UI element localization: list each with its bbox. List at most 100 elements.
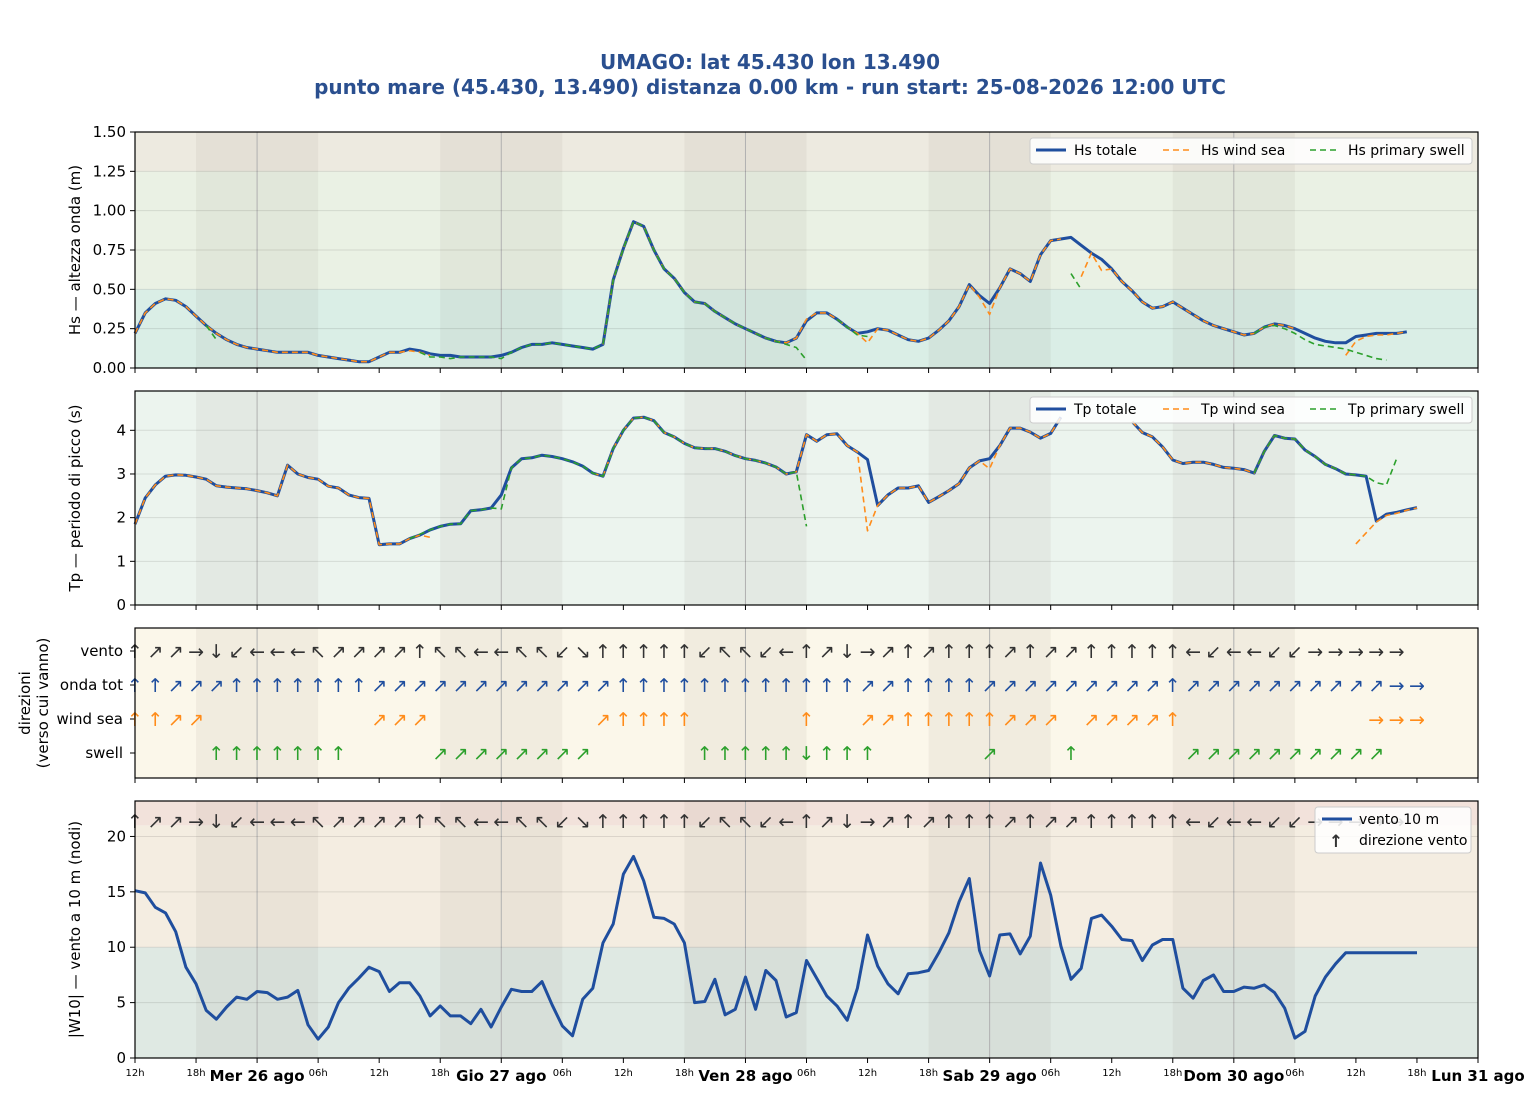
direction-arrow: ↗	[147, 641, 163, 663]
wind-direction-arrow: ↑	[412, 811, 428, 833]
x-hour-label: 12h	[125, 1068, 144, 1079]
direction-arrow: ↗	[412, 675, 428, 697]
wind-direction-arrow: ↑	[1124, 811, 1140, 833]
direction-arrow: →	[188, 641, 204, 663]
direction-arrow: ↑	[208, 743, 224, 765]
x-day-label: Sab 29 ago	[943, 1067, 1037, 1085]
direction-arrow: ↗	[331, 641, 347, 663]
direction-arrow: ↗	[1083, 675, 1099, 697]
direction-arrow: ↗	[880, 709, 896, 731]
wind-direction-arrow: ↑	[1104, 811, 1120, 833]
direction-arrow: ↑	[921, 675, 937, 697]
direction-arrow: ↑	[310, 743, 326, 765]
direction-arrow: ↑	[961, 641, 977, 663]
direction-arrow: ↗	[1206, 675, 1222, 697]
direction-arrow: ↗	[595, 709, 611, 731]
direction-arrow: →	[1328, 641, 1344, 663]
direction-arrow: ↑	[1165, 675, 1181, 697]
direction-arrow: ↑	[1165, 641, 1181, 663]
y-tick-label: 20	[107, 827, 126, 845]
direction-arrow: ↑	[331, 743, 347, 765]
direction-arrow: ↗	[880, 641, 896, 663]
direction-arrow: ↗	[1246, 675, 1262, 697]
direction-arrow: ↑	[900, 641, 916, 663]
series-line-3	[205, 220, 1387, 361]
y-tick-label: 0.00	[93, 359, 126, 377]
y-tick-label: 1.00	[93, 202, 126, 220]
direction-arrow: ↗	[575, 743, 591, 765]
wind-direction-arrow: ↓	[839, 811, 855, 833]
y-tick-label: 15	[107, 883, 126, 901]
direction-arrow: ↑	[331, 675, 347, 697]
wind-direction-arrow: ↗	[819, 811, 835, 833]
direction-arrow: ↑	[1063, 743, 1079, 765]
direction-arrow: ↑	[636, 709, 652, 731]
direction-arrow: ↗	[473, 743, 489, 765]
wind-direction-arrow: ↑	[1165, 811, 1181, 833]
direction-arrow: ↑	[615, 709, 631, 731]
y-tick-label: 4	[116, 421, 126, 439]
direction-arrow: ↖	[310, 641, 326, 663]
direction-arrow: ↑	[778, 743, 794, 765]
wind-direction-arrow: ↑	[961, 811, 977, 833]
wind-direction-arrow: ↖	[514, 811, 530, 833]
wind-direction-arrow: ←	[1226, 811, 1242, 833]
wind-direction-arrow: ↓	[208, 811, 224, 833]
legend-label: Tp wind sea	[1200, 402, 1285, 418]
direction-arrow: ↗	[1083, 709, 1099, 731]
direction-arrow: ↗	[453, 675, 469, 697]
direction-arrow: ↑	[249, 675, 265, 697]
direction-arrow: ↑	[1165, 709, 1181, 731]
wind-direction-arrow: ↑	[1022, 811, 1038, 833]
direction-arrow: ↗	[880, 675, 896, 697]
x-hour-label: 06h	[553, 1068, 572, 1079]
direction-arrow: ↑	[717, 743, 733, 765]
direction-arrow: ↑	[961, 675, 977, 697]
x-hour-label: 18h	[1407, 1068, 1426, 1079]
direction-arrow: ↑	[229, 675, 245, 697]
direction-arrow: ↗	[371, 709, 387, 731]
direction-arrow: ↑	[615, 641, 631, 663]
y-tick-label: 5	[116, 994, 126, 1012]
x-hour-label: 12h	[1102, 1068, 1121, 1079]
direction-arrow: ↗	[1185, 743, 1201, 765]
direction-arrow: ↗	[1348, 743, 1364, 765]
direction-arrow: ↗	[493, 743, 509, 765]
direction-arrow: ↗	[432, 743, 448, 765]
x-hour-label: 18h	[919, 1068, 938, 1079]
direction-arrow: ↖	[514, 641, 530, 663]
wind-direction-arrow: ↗	[921, 811, 937, 833]
direction-arrow: ↑	[941, 641, 957, 663]
direction-arrow: ↗	[1328, 675, 1344, 697]
direction-arrow: ↖	[717, 641, 733, 663]
x-hour-label: 12h	[370, 1068, 389, 1079]
wind-direction-arrow: ↗	[1063, 811, 1079, 833]
direction-arrow: ↙	[1206, 641, 1222, 663]
direction-arrow: ↑	[269, 743, 285, 765]
y-tick-label: 0	[116, 1049, 126, 1067]
y-axis-label: direzioni	[16, 671, 34, 735]
direction-arrow: ↑	[737, 743, 753, 765]
direction-arrow: ↗	[412, 709, 428, 731]
wind-direction-arrow: ↑	[982, 811, 998, 833]
direction-arrow: ↑	[799, 709, 815, 731]
direction-arrow: ↗	[208, 675, 224, 697]
direction-arrow: ↑	[147, 709, 163, 731]
direction-arrow: →	[860, 641, 876, 663]
direction-arrow: →	[1307, 641, 1323, 663]
legend-label: vento 10 m	[1359, 812, 1439, 828]
direction-arrow: ↗	[1267, 675, 1283, 697]
series-line-2	[134, 220, 1407, 363]
direction-arrow: ↗	[1063, 641, 1079, 663]
direction-arrow: ↑	[819, 743, 835, 765]
direction-arrow: ↑	[961, 709, 977, 731]
direction-arrow: ↗	[514, 675, 530, 697]
wind-direction-arrow: ↙	[758, 811, 774, 833]
direction-arrow: ↑	[758, 743, 774, 765]
direction-arrow: →	[1368, 641, 1384, 663]
direction-arrow: ↗	[1002, 709, 1018, 731]
direction-arrow: ↑	[656, 675, 672, 697]
y-tick-label: 3	[116, 465, 126, 483]
direction-arrow: ↗	[982, 675, 998, 697]
